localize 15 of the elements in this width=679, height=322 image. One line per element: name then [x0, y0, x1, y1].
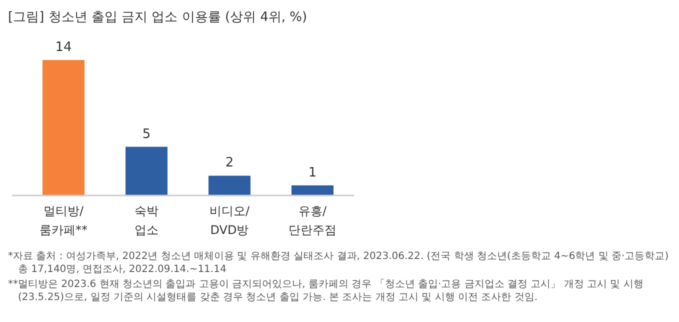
data-label: 2 — [225, 156, 234, 171]
text: *자료 출처 : 여성가족부, 2022년 청소년 매체이용 및 유해환경 실태조사 결과, 2023.06.22. (전국 학생 청소년(초등학교 4~6학년 및 중·고등학교) 총 17,140명, 면접조사, 2022.09.14.~11.14 — [8, 250, 670, 276]
chart-title: [그림] 청소년 출입 금지 업소 이용률 (상위 4위, %) — [8, 9, 308, 26]
text: **멀티방은 2023.6 현재 청소년의 출입과 고용이 금지되어있으나, 룸카페의 경우 「청소년 출입·고용 금지업소 결정 고시」 개정 고시 및 시행(23.5.25)으로, 일정 기준의 시설형태를 갖춘 경우 청소년 출입 가능. 본 조사는 개정 고시 및 시행 이전 조사한 것임. — [8, 278, 644, 304]
data-label: 1 — [308, 165, 317, 180]
x-tick-label: 유흥/ 단란주점 — [288, 204, 336, 237]
bar — [292, 185, 334, 195]
bar — [126, 146, 168, 195]
x-tick-label: 비디오/ DVD방 — [209, 204, 250, 237]
data-label: 5 — [142, 126, 151, 142]
bar — [208, 176, 250, 195]
x-tick-label: 멀티방/ 룸카페** — [40, 204, 88, 237]
bar — [42, 60, 84, 195]
data-label: 14 — [55, 40, 72, 55]
x-tick-label: 숙박 업소 — [134, 204, 158, 237]
